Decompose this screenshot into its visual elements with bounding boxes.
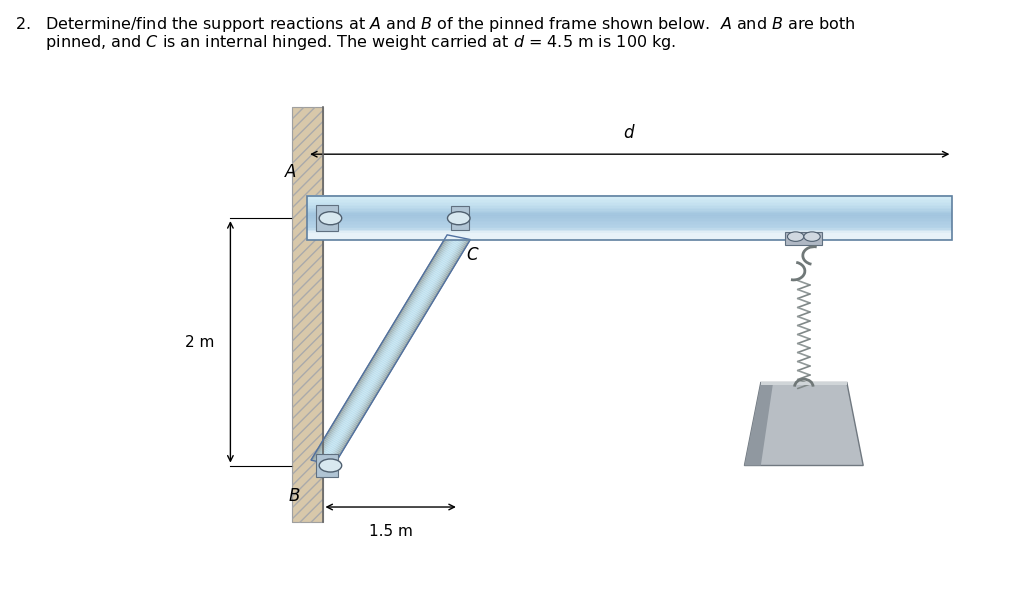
Polygon shape [314, 235, 452, 461]
Bar [307, 235, 952, 237]
Bar [307, 212, 952, 213]
Polygon shape [311, 235, 449, 461]
Text: pinned, and $C$ is an internal hinged. The weight carried at $d$ = 4.5 m is 100 : pinned, and $C$ is an internal hinged. T… [15, 33, 677, 52]
Circle shape [447, 212, 470, 225]
Circle shape [804, 232, 820, 241]
Polygon shape [329, 238, 466, 464]
Bar [451, 206, 469, 230]
Bar [307, 198, 952, 200]
Text: $C$: $C$ [466, 246, 479, 264]
Polygon shape [317, 236, 455, 462]
Bar [761, 382, 847, 385]
Polygon shape [318, 237, 457, 462]
Bar [307, 224, 952, 225]
Bar [315, 454, 338, 477]
Polygon shape [312, 235, 451, 461]
Bar [307, 228, 952, 229]
Polygon shape [315, 235, 453, 461]
Bar [292, 107, 323, 522]
Text: 2.   Determine/find the support reactions at $A$ and $B$ of the pinned frame sho: 2. Determine/find the support reactions … [15, 15, 856, 34]
Polygon shape [325, 238, 463, 463]
Text: 1.5 m: 1.5 m [370, 524, 413, 538]
Polygon shape [324, 237, 461, 463]
Polygon shape [333, 239, 470, 465]
Text: 2 m: 2 m [185, 334, 214, 350]
Polygon shape [321, 237, 458, 463]
Bar [307, 195, 952, 197]
Polygon shape [744, 382, 773, 466]
Text: $d$: $d$ [624, 125, 636, 142]
Bar [307, 216, 952, 218]
Polygon shape [744, 382, 863, 466]
Bar [307, 215, 952, 216]
Bar [292, 107, 323, 522]
Circle shape [319, 459, 342, 472]
Bar [307, 213, 952, 215]
Polygon shape [334, 240, 471, 465]
Bar [315, 205, 338, 231]
Bar [307, 234, 952, 235]
Polygon shape [327, 238, 464, 464]
Polygon shape [323, 237, 460, 463]
Polygon shape [322, 237, 459, 463]
Bar [307, 201, 952, 203]
Polygon shape [310, 235, 447, 460]
Bar [307, 237, 952, 239]
Polygon shape [328, 238, 465, 464]
Bar [307, 219, 952, 221]
Polygon shape [330, 239, 467, 464]
Text: $B$: $B$ [288, 487, 300, 505]
Bar [307, 238, 952, 240]
Bar [307, 203, 952, 205]
Circle shape [319, 212, 342, 225]
Bar [307, 231, 952, 233]
Text: $A$: $A$ [284, 163, 297, 181]
Bar [307, 206, 952, 208]
Bar [307, 200, 952, 202]
Bar [307, 197, 952, 199]
Bar [307, 229, 952, 231]
Bar [307, 222, 952, 224]
Polygon shape [316, 236, 454, 461]
Bar [307, 225, 952, 227]
Bar [307, 221, 952, 222]
Bar [307, 204, 952, 206]
Polygon shape [331, 239, 469, 464]
Bar [307, 207, 952, 209]
Circle shape [787, 232, 804, 241]
Bar [307, 227, 952, 228]
Bar [785, 232, 822, 245]
Bar [307, 209, 952, 211]
Bar [307, 232, 952, 234]
Bar [307, 210, 952, 212]
Bar [307, 196, 952, 240]
Bar [307, 218, 952, 219]
